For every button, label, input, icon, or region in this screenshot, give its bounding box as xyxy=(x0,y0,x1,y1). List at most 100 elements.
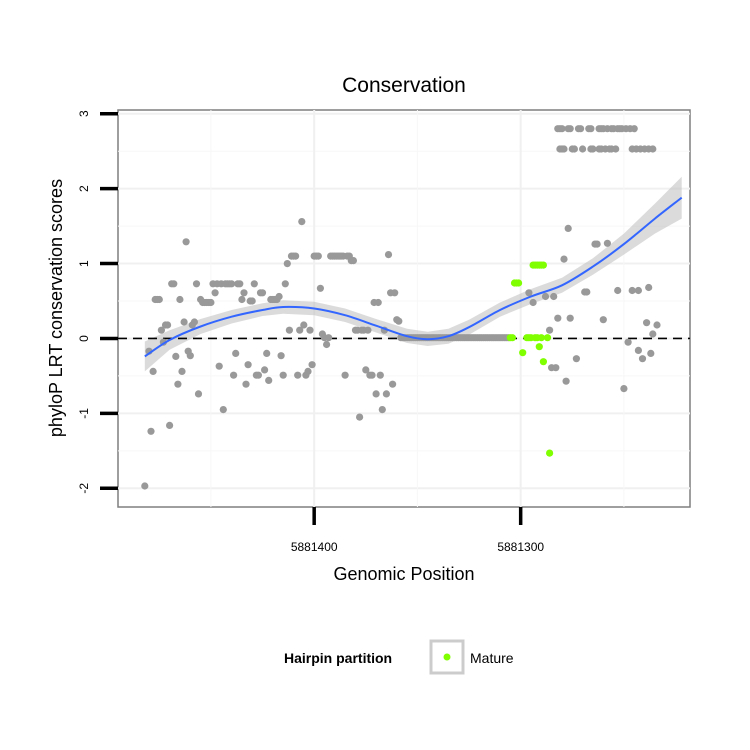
other-point xyxy=(638,355,647,363)
other-point xyxy=(180,318,188,326)
y-tick-label: -2 xyxy=(77,483,91,494)
other-point xyxy=(306,326,314,334)
other-point xyxy=(283,260,291,268)
other-point xyxy=(190,318,198,326)
other-point xyxy=(546,326,554,334)
other-point xyxy=(364,326,372,334)
other-point xyxy=(176,295,184,304)
other-point xyxy=(368,371,376,379)
other-point xyxy=(174,380,182,388)
other-point xyxy=(643,319,651,327)
other-point xyxy=(285,326,293,334)
mature-points xyxy=(506,261,554,457)
other-point xyxy=(570,145,579,153)
other-point xyxy=(649,330,657,338)
other-point xyxy=(250,280,258,288)
other-point xyxy=(374,298,382,307)
other-point xyxy=(612,145,620,153)
other-point xyxy=(560,145,568,153)
other-point xyxy=(178,367,186,375)
other-point xyxy=(155,295,163,304)
other-point xyxy=(378,406,386,414)
mature-point xyxy=(539,358,548,366)
other-points xyxy=(141,125,661,490)
other-point xyxy=(349,257,357,265)
chart-title: Conservation xyxy=(342,74,466,97)
other-point xyxy=(356,413,364,421)
other-point xyxy=(230,371,238,379)
other-point xyxy=(149,367,157,375)
other-point xyxy=(541,292,550,301)
other-point xyxy=(277,352,285,360)
other-point xyxy=(382,390,390,398)
other-point xyxy=(389,380,397,388)
confidence-band xyxy=(144,176,682,372)
other-point xyxy=(232,349,240,357)
other-point xyxy=(376,371,384,379)
y-axis-title: phyloP LRT conservation scores xyxy=(46,179,66,437)
legend-label-mature: Mature xyxy=(470,650,514,666)
legend-key-mature-point xyxy=(443,653,451,661)
other-point xyxy=(228,280,236,288)
other-point xyxy=(566,125,574,133)
other-point xyxy=(172,352,180,360)
other-point xyxy=(634,286,643,295)
other-point xyxy=(275,292,283,301)
mature-point xyxy=(546,449,554,457)
other-point xyxy=(215,362,223,370)
other-point xyxy=(238,295,246,304)
other-point xyxy=(558,125,566,133)
y-tick-label: 3 xyxy=(77,110,91,117)
mature-point xyxy=(539,261,548,269)
other-point xyxy=(579,145,587,153)
other-point xyxy=(242,380,250,388)
y-tick-label: -1 xyxy=(77,408,91,419)
smooth-line xyxy=(144,196,683,358)
other-point xyxy=(308,361,316,369)
mature-point xyxy=(543,334,552,342)
other-point xyxy=(566,314,574,322)
x-tick-label: 5881400 xyxy=(291,540,338,554)
other-point xyxy=(603,239,612,247)
other-point xyxy=(261,366,269,374)
other-point xyxy=(166,421,174,429)
y-tick-label: 1 xyxy=(77,260,91,267)
other-point xyxy=(263,349,271,357)
other-point xyxy=(525,289,533,297)
legend: Hairpin partition Mature xyxy=(284,639,514,675)
x-tick-label: 5881300 xyxy=(497,540,544,554)
other-point xyxy=(182,238,190,246)
mature-point xyxy=(537,334,545,342)
other-point xyxy=(341,371,349,379)
other-point xyxy=(630,125,638,133)
other-point xyxy=(314,252,322,260)
plot-panel xyxy=(117,109,691,508)
other-point xyxy=(323,340,331,349)
other-point xyxy=(147,427,155,435)
other-point xyxy=(240,289,248,297)
other-point xyxy=(265,376,273,384)
other-point xyxy=(186,352,194,360)
other-point xyxy=(649,145,657,153)
mature-point xyxy=(519,349,527,357)
other-point xyxy=(391,289,399,297)
other-point xyxy=(244,361,252,369)
other-point xyxy=(248,297,256,305)
y-axis: -2 -1 0 1 2 3 xyxy=(77,110,118,494)
legend-title: Hairpin partition xyxy=(284,650,392,666)
other-point xyxy=(645,283,653,292)
other-point xyxy=(170,280,178,288)
x-axis-title: Genomic Position xyxy=(333,564,474,584)
other-point xyxy=(614,286,622,295)
mature-point xyxy=(515,279,523,287)
other-point xyxy=(620,385,628,393)
mature-point xyxy=(535,343,543,351)
other-point xyxy=(384,251,393,259)
other-point xyxy=(304,367,312,375)
other-point xyxy=(562,377,570,385)
other-point xyxy=(529,298,537,307)
other-point xyxy=(599,316,607,324)
x-axis: 5881400 5881300 xyxy=(291,507,544,554)
other-point xyxy=(157,326,165,334)
